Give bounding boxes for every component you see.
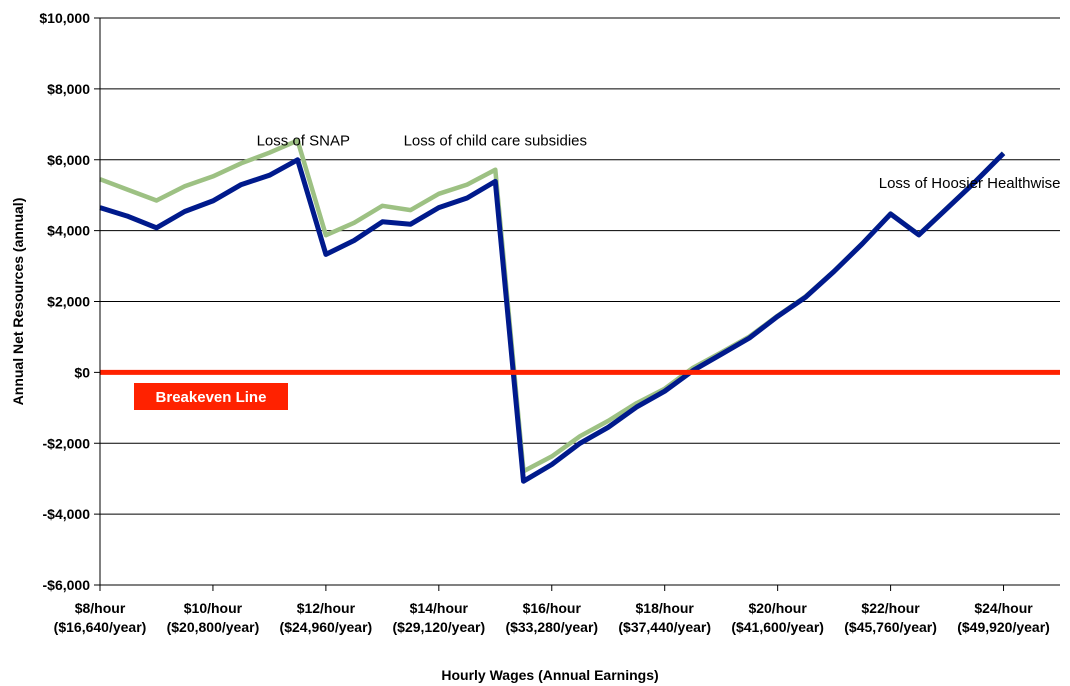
annotation-loss-snap: Loss of SNAP [257, 133, 350, 150]
x-tick-labels: $8/hour ($16,640/year) $10/hour ($20,800/ye… [54, 585, 1050, 635]
x-tick-sublabel: ($24,960/year) [280, 619, 373, 635]
breakeven-label-box [134, 383, 288, 410]
breakeven-label: Breakeven Line [156, 389, 267, 406]
x-tick-label: $22/hour [861, 600, 920, 616]
y-axis-title: Annual Net Resources (annual) [10, 198, 26, 406]
y-tick-label: $2,000 [47, 294, 90, 310]
y-tick-label: -$6,000 [43, 577, 91, 593]
x-tick-sublabel: ($41,600/year) [731, 619, 824, 635]
x-tick-sublabel: ($29,120/year) [393, 619, 486, 635]
y-tick-label: $0 [74, 364, 90, 380]
x-tick-sublabel: ($49,920/year) [957, 619, 1050, 635]
y-tick-label: -$2,000 [43, 435, 91, 451]
x-tick-label: $18/hour [636, 600, 695, 616]
x-tick-sublabel: ($16,640/year) [54, 619, 147, 635]
y-tick-label: $8,000 [47, 81, 90, 97]
x-tick-sublabel: ($45,760/year) [844, 619, 937, 635]
x-axis-title: Hourly Wages (Annual Earnings) [441, 667, 658, 683]
x-tick-label: $8/hour [75, 600, 126, 616]
y-tick-label: $10,000 [39, 10, 90, 26]
x-tick-label: $12/hour [297, 600, 356, 616]
y-tick-label: $4,000 [47, 223, 90, 239]
gridlines [94, 17, 1060, 586]
x-tick-label: $10/hour [184, 600, 243, 616]
x-tick-sublabel: ($33,280/year) [505, 619, 598, 635]
x-tick-sublabel: ($20,800/year) [167, 619, 260, 635]
y-tick-label: -$4,000 [43, 506, 91, 522]
y-tick-labels: $10,000 $8,000 $6,000 $4,000 $2,000 $0 -$2,000… [39, 10, 90, 593]
series-lines [99, 138, 1006, 484]
x-tick-label: $24/hour [974, 600, 1033, 616]
annotation-loss-child-care: Loss of child care subsidies [404, 133, 587, 150]
x-tick-label: $20/hour [748, 600, 807, 616]
annotation-loss-hoosier-healthwise: Loss of Hoosier Healthwise [879, 175, 1061, 192]
y-tick-label: $6,000 [47, 152, 90, 168]
x-tick-label: $14/hour [410, 600, 469, 616]
breakeven: Breakeven Line [100, 369, 1060, 410]
annotations: Loss of SNAP Loss of child care subsidie… [257, 133, 1061, 193]
x-tick-sublabel: ($37,440/year) [618, 619, 711, 635]
x-tick-label: $16/hour [523, 600, 582, 616]
series-line-1 [99, 151, 1006, 484]
